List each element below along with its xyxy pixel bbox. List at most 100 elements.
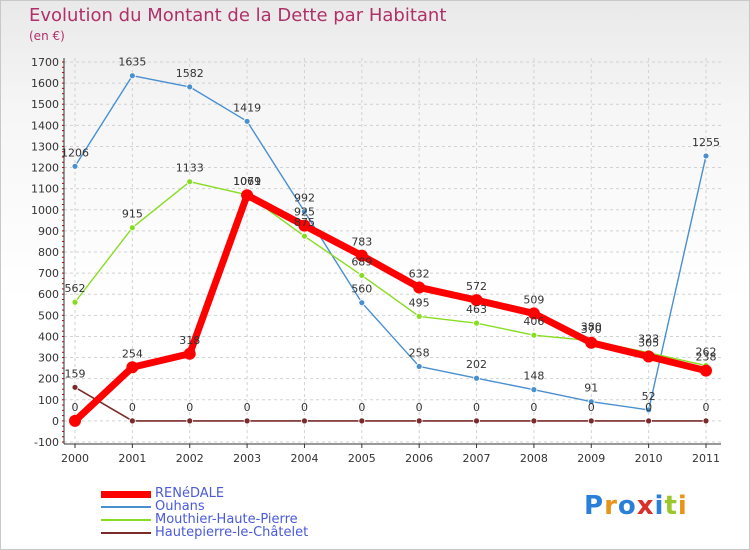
data-point [415,312,423,320]
data-point [71,162,79,170]
data-point [298,219,311,232]
data-label: 0 [416,401,423,414]
data-label: 1255 [692,136,720,149]
data-label: 0 [301,401,308,414]
data-point [645,406,653,414]
data-label: 925 [294,206,315,219]
data-point [183,347,196,360]
data-label: 0 [129,401,136,414]
logo-letter: P [584,491,605,521]
data-point [186,178,194,186]
data-point [587,417,595,425]
data-point [645,417,653,425]
data-point [473,417,480,425]
y-tick-label: 1300 [31,140,59,153]
y-tick-label: 500 [38,309,59,322]
chart-title: Evolution du Montant de la Dette par Hab… [29,5,447,26]
data-label: 238 [696,351,717,364]
data-label: 52 [642,390,656,403]
logo-letter: i [654,491,665,521]
data-point [69,414,81,427]
x-tick-label: 2006 [405,452,433,465]
data-label: 0 [244,401,251,414]
data-label: 1069 [233,175,261,188]
data-point [241,189,254,202]
data-point [527,307,540,320]
legend-label: Mouthier-Haute-Pierre [155,512,298,527]
series-line-3 [74,386,707,422]
data-label: 262 [696,346,717,359]
logo-letter: o [617,491,637,521]
legend-label: Ouhans [155,499,205,514]
data-label: 572 [466,280,487,293]
legend-item: Ouhans [101,499,401,514]
data-point [128,224,136,232]
data-label: 258 [409,346,430,359]
data-label: 0 [358,401,365,414]
data-point [128,417,136,425]
data-label: 370 [581,323,602,336]
x-tick-label: 2007 [463,452,491,465]
data-point [585,336,598,349]
y-tick-label: 400 [38,330,59,343]
data-label: 463 [466,303,487,316]
y-tick-label: 200 [38,373,59,386]
data-point [71,298,79,306]
y-tick-label: -100 [34,436,59,449]
legend-label: Hautepierre-le-Châtelet [155,525,309,540]
data-label: 318 [179,334,200,347]
y-tick-label: 100 [38,394,59,407]
data-label: 875 [294,216,315,229]
y-tick-label: 1200 [31,162,59,175]
x-tick-label: 2003 [233,452,261,465]
logo-letter: i [677,491,688,521]
logo-letter: t [664,491,678,521]
data-point [301,208,308,215]
x-tick-label: 2008 [520,452,548,465]
data-label: 992 [294,191,315,204]
data-label: 1419 [233,101,261,114]
y-tick-label: 900 [38,225,59,238]
data-point [301,417,308,425]
y-tick-label: 1700 [31,56,59,69]
data-point [186,417,194,425]
data-point [71,383,79,391]
data-label: 783 [351,236,372,249]
data-label: 0 [530,401,537,414]
data-label: 1206 [61,146,89,159]
y-tick-label: 1400 [31,119,59,132]
x-tick-label: 2011 [692,452,720,465]
data-label: 1582 [176,67,204,80]
data-label: 1133 [176,162,204,175]
legend-swatch [101,506,151,508]
data-point [702,417,710,425]
proxiti-logo: Proxiti [584,491,688,521]
y-tick-label: 1500 [31,98,59,111]
data-point [243,417,251,425]
y-tick-label: 600 [38,288,59,301]
data-point [530,386,538,394]
data-label: 562 [65,282,86,295]
series-line-1 [74,75,707,411]
data-label: 323 [638,333,659,346]
data-point [413,281,426,294]
y-tick-label: 0 [52,415,59,428]
chart-legend: RENéDALE Ouhans Mouthier-Haute-Pierre Haute… [101,486,401,540]
data-point [358,417,366,425]
data-point [530,331,538,339]
data-label: 0 [645,401,652,414]
data-label: 915 [122,208,143,221]
legend-item: Mouthier-Haute-Pierre [101,512,401,527]
data-label: 380 [581,321,602,334]
legend-swatch [101,519,151,521]
data-point [642,350,655,363]
x-tick-label: 2001 [118,452,146,465]
data-label: 632 [409,267,430,280]
y-tick-label: 800 [38,246,59,259]
legend-swatch [101,532,151,534]
data-label: 0 [186,401,193,414]
series-line-0 [71,191,710,425]
data-point [473,319,480,327]
y-tick-label: 1100 [31,183,59,196]
